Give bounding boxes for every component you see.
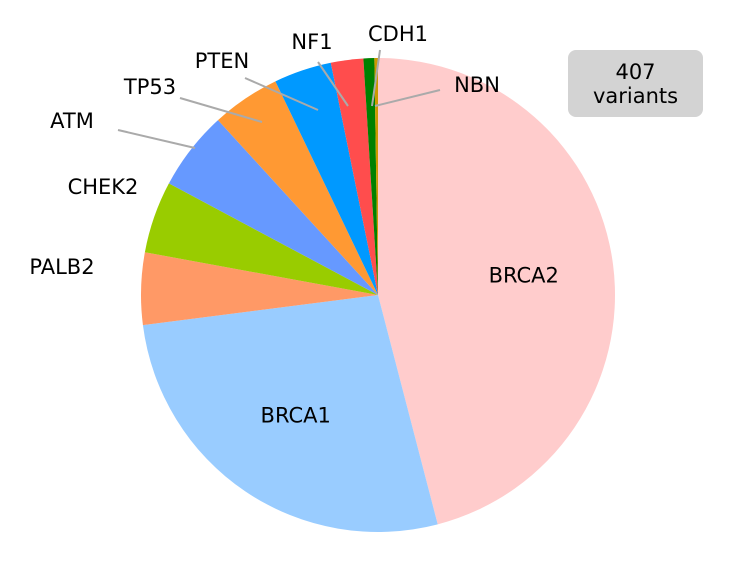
slice-label: CDH1: [368, 22, 428, 46]
leader-line: [117, 129, 196, 149]
slice-label: TP53: [123, 75, 176, 99]
pie-slice: [374, 58, 378, 295]
pie-slice: [141, 252, 378, 326]
leader-line: [244, 77, 319, 111]
slice-label: BRCA1: [261, 404, 331, 428]
slice-label: NF1: [291, 30, 332, 54]
pie-slice: [168, 120, 378, 295]
pie-slice: [275, 62, 378, 295]
slice-label: CHEK2: [68, 175, 139, 199]
leader-line: [317, 61, 349, 107]
pie-slice: [363, 58, 378, 295]
pie-slice: [378, 58, 616, 525]
annotation: 407 variants: [568, 50, 703, 117]
slice-label: PTEN: [195, 49, 249, 73]
leader-line: [371, 49, 381, 107]
slice-label: BRCA2: [489, 263, 559, 287]
leader-line: [179, 97, 263, 123]
slice-label: PALB2: [29, 255, 94, 279]
slice-label: NBN: [454, 73, 500, 97]
pie-slice: [144, 183, 378, 295]
pie-slice: [218, 81, 378, 295]
pie-slice: [142, 295, 438, 532]
leader-line: [374, 89, 441, 107]
pie-slice: [330, 58, 378, 295]
slice-label: ATM: [50, 109, 94, 133]
